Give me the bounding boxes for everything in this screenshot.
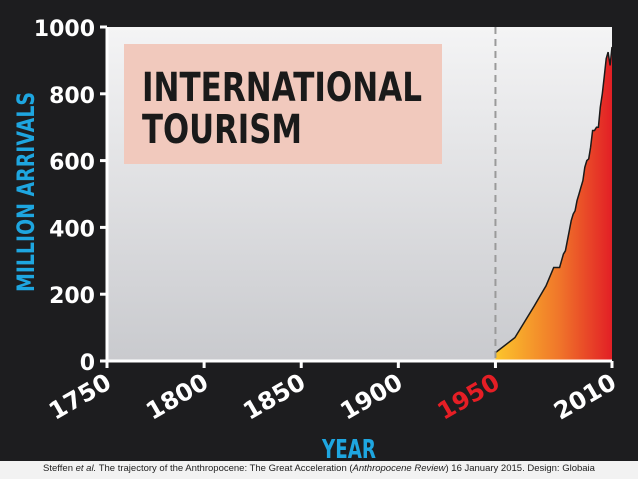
series-area bbox=[495, 47, 612, 361]
y-tick-label: 600 bbox=[49, 151, 95, 176]
chart-title-line: TOURISM bbox=[142, 107, 302, 153]
x-tick-label: 1850 bbox=[238, 368, 310, 426]
x-tick-label: 1900 bbox=[335, 368, 407, 426]
credit-journal: Anthropocene Review bbox=[352, 463, 446, 474]
credit-text: Steffen et al. The trajectory of the Ant… bbox=[0, 463, 638, 474]
y-tick-label: 200 bbox=[49, 284, 95, 309]
y-tick-label: 1000 bbox=[34, 17, 95, 42]
series-line bbox=[495, 46, 613, 354]
credit-bar bbox=[0, 461, 638, 479]
y-axis-title: MILLION ARRIVALS bbox=[12, 92, 40, 292]
x-tick-label-highlight: 1950 bbox=[433, 368, 505, 426]
credit-text-1: The trajectory of the Anthropocene: The … bbox=[96, 463, 353, 474]
y-tick-label: 0 bbox=[80, 351, 95, 376]
title-box bbox=[124, 44, 442, 164]
credit-author: Steffen bbox=[43, 463, 73, 474]
x-axis-title: YEAR bbox=[321, 435, 376, 465]
chart-title-line: INTERNATIONAL bbox=[142, 65, 422, 111]
credit-etal: et al. bbox=[75, 463, 97, 474]
credit-text-2: ) 16 January 2015. Design: Globaia bbox=[445, 463, 595, 474]
x-tick-label: 1750 bbox=[44, 368, 116, 426]
x-tick-label: 2010 bbox=[549, 368, 621, 426]
y-tick-label: 400 bbox=[49, 217, 95, 242]
y-tick-label: 800 bbox=[49, 84, 95, 109]
x-tick-label: 1800 bbox=[141, 368, 213, 426]
